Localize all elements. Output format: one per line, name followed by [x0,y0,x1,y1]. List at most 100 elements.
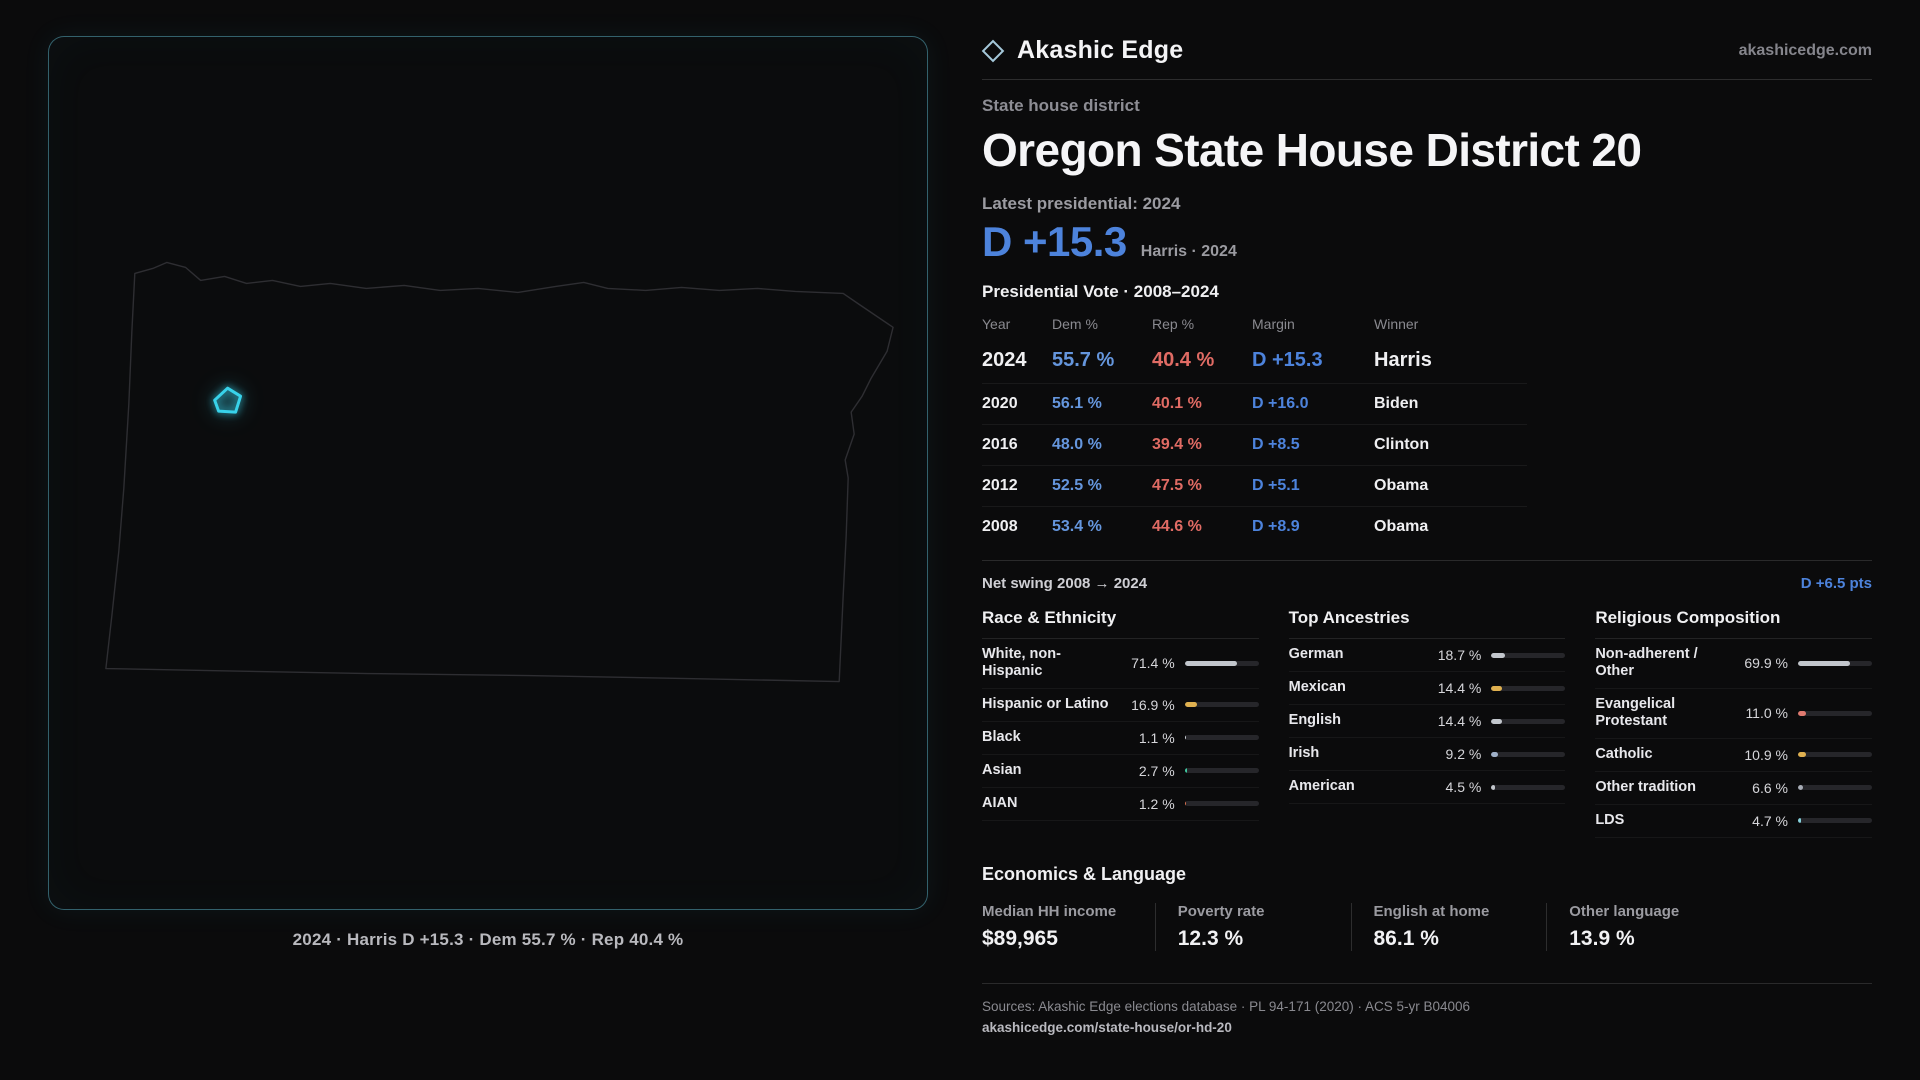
demo-bar-fill [1184,660,1238,666]
demo-bar [1184,768,1259,774]
demo-bar [1491,784,1566,790]
latest-presidential-label: Latest presidential: 2024 [982,194,1181,213]
demo-row: Non-adherent / Other 69.9 % [1595,639,1872,689]
demo-bar [1797,710,1872,716]
vote-table-header: Year Dem % Rep % Margin Winner [982,310,1527,342]
demo-value: 69.9 % [1744,655,1788,672]
demo-bar [1184,735,1259,741]
demo-label: Non-adherent / Other [1595,646,1698,680]
demo-bar [1491,685,1566,691]
demo-value: 10.9 % [1744,746,1788,763]
demo-label: White, non-Hispanic [982,646,1061,680]
cell-rep: 39.4 % [1152,436,1202,453]
demo-label: Mexican [1288,679,1346,696]
demo-label: Other tradition [1595,778,1697,795]
demo-value: 14.4 % [1437,680,1482,696]
site-link[interactable]: akashicedge.com [1738,41,1872,59]
column-header-rep: Rep % [1152,316,1195,332]
cell-dem: 48.0 % [1052,436,1102,453]
demo-bar [1491,652,1566,658]
demo-label: Asian [982,762,1022,779]
demo-row: German 18.7 % [1288,639,1566,672]
net-swing-value: D +6.5 pts [1800,575,1872,592]
demo-bar-fill [1184,735,1186,741]
stat-value: 13.9 % [1569,926,1635,950]
cell-winner: Obama [1374,477,1429,494]
demo-row: Asian 2.7 % [982,755,1259,788]
demo-bar [1797,752,1872,758]
cell-year: 2016 [982,436,1018,453]
map-caption: 2024 · Harris D +15.3 · Dem 55.7 % · Rep… [292,930,684,949]
demo-bar-fill [1491,685,1502,691]
demo-row: Mexican 14.4 % [1288,672,1566,705]
demo-label: Evangelical Protestant [1595,695,1676,730]
demo-value: 4.7 % [1752,812,1788,829]
demo-bar-fill [1491,652,1506,658]
demo-bar-fill [1491,718,1502,724]
demo-value: 1.2 % [1138,795,1175,812]
column-header-dem: Dem % [1052,316,1098,332]
cell-winner: Clinton [1374,436,1430,453]
group-religious-composition: Religious Composition Non-adherent / Oth… [1595,608,1872,838]
economics-title: Economics & Language [982,863,1187,884]
stat-label: Poverty rate [1177,902,1265,920]
cell-dem: 55.7 % [1052,349,1115,371]
demo-bar [1797,818,1872,824]
demo-bar [1184,660,1259,666]
oregon-outline [105,261,894,683]
demo-value: 9.2 % [1445,746,1482,762]
demo-row: Evangelical Protestant 11.0 % [1595,689,1872,739]
demo-value: 18.7 % [1437,647,1482,663]
demo-row: Hispanic or Latino 16.9 % [982,689,1259,722]
stat-value: $89,965 [982,926,1058,950]
cell-margin: D +8.9 [1252,518,1300,535]
demo-value: 16.9 % [1131,696,1175,713]
brand-name: Akashic Edge [1017,36,1184,64]
demo-value: 71.4 % [1131,655,1175,672]
headline-context: Harris · 2024 [1140,243,1237,260]
demo-value: 1.1 % [1138,729,1175,746]
column-header-margin: Margin [1252,316,1295,332]
demo-row: Irish 9.2 % [1288,738,1566,771]
diamond-logo-icon [981,39,1005,62]
demographics-grid: Race & Ethnicity White, non-Hispanic 71.… [982,608,1872,838]
group-title: Top Ancestries [1288,608,1566,639]
demo-row: LDS 4.7 % [1595,805,1872,838]
headline-margin: D +15.3 [982,218,1127,265]
demo-label: German [1288,646,1344,663]
demo-bar-fill [1797,785,1803,791]
demo-value: 4.5 % [1445,779,1482,795]
demo-bar [1184,801,1259,807]
cell-year: 2020 [982,395,1018,412]
demo-bar [1491,718,1566,724]
demo-label: Hispanic or Latino [982,696,1109,713]
page-title: Oregon State House District 20 [982,124,1642,176]
demo-row: Other tradition 6.6 % [1595,772,1872,805]
table-row: 2020 56.1 % 40.1 % D +16.0 Biden [982,383,1527,424]
demo-bar [1797,660,1872,666]
demo-label: Irish [1288,745,1320,762]
permalink[interactable]: akashicedge.com/state-house/or-hd-20 [982,1019,1232,1035]
map-column: 2024 · Harris D +15.3 · Dem 55.7 % · Rep… [48,36,928,1080]
demo-value: 11.0 % [1745,705,1788,722]
stat-poverty-rate: Poverty rate 12.3 % [1154,902,1351,951]
stat-label: English at home [1373,902,1490,920]
table-row: 2012 52.5 % 47.5 % D +5.1 Obama [982,465,1527,506]
demo-bar-fill [1797,752,1807,758]
stat-value: 12.3 % [1177,926,1244,950]
cell-winner: Biden [1374,395,1419,412]
demo-value: 14.4 % [1437,713,1482,729]
demo-bar [1184,702,1259,708]
table-row: 2016 48.0 % 39.4 % D +8.5 Clinton [982,424,1527,465]
demo-value: 2.7 % [1138,762,1175,779]
demo-row: AIAN 1.2 % [982,788,1259,821]
demo-row: White, non-Hispanic 71.4 % [982,639,1259,689]
demo-row: American 4.5 % [1288,771,1566,804]
cell-winner: Harris [1374,349,1432,371]
demo-bar-fill [1797,818,1802,824]
demo-row: English 14.4 % [1288,705,1566,738]
stat-english-at-home: English at home 86.1 % [1350,902,1547,951]
demo-value: 6.6 % [1752,779,1788,796]
demo-row: Black 1.1 % [982,722,1259,755]
